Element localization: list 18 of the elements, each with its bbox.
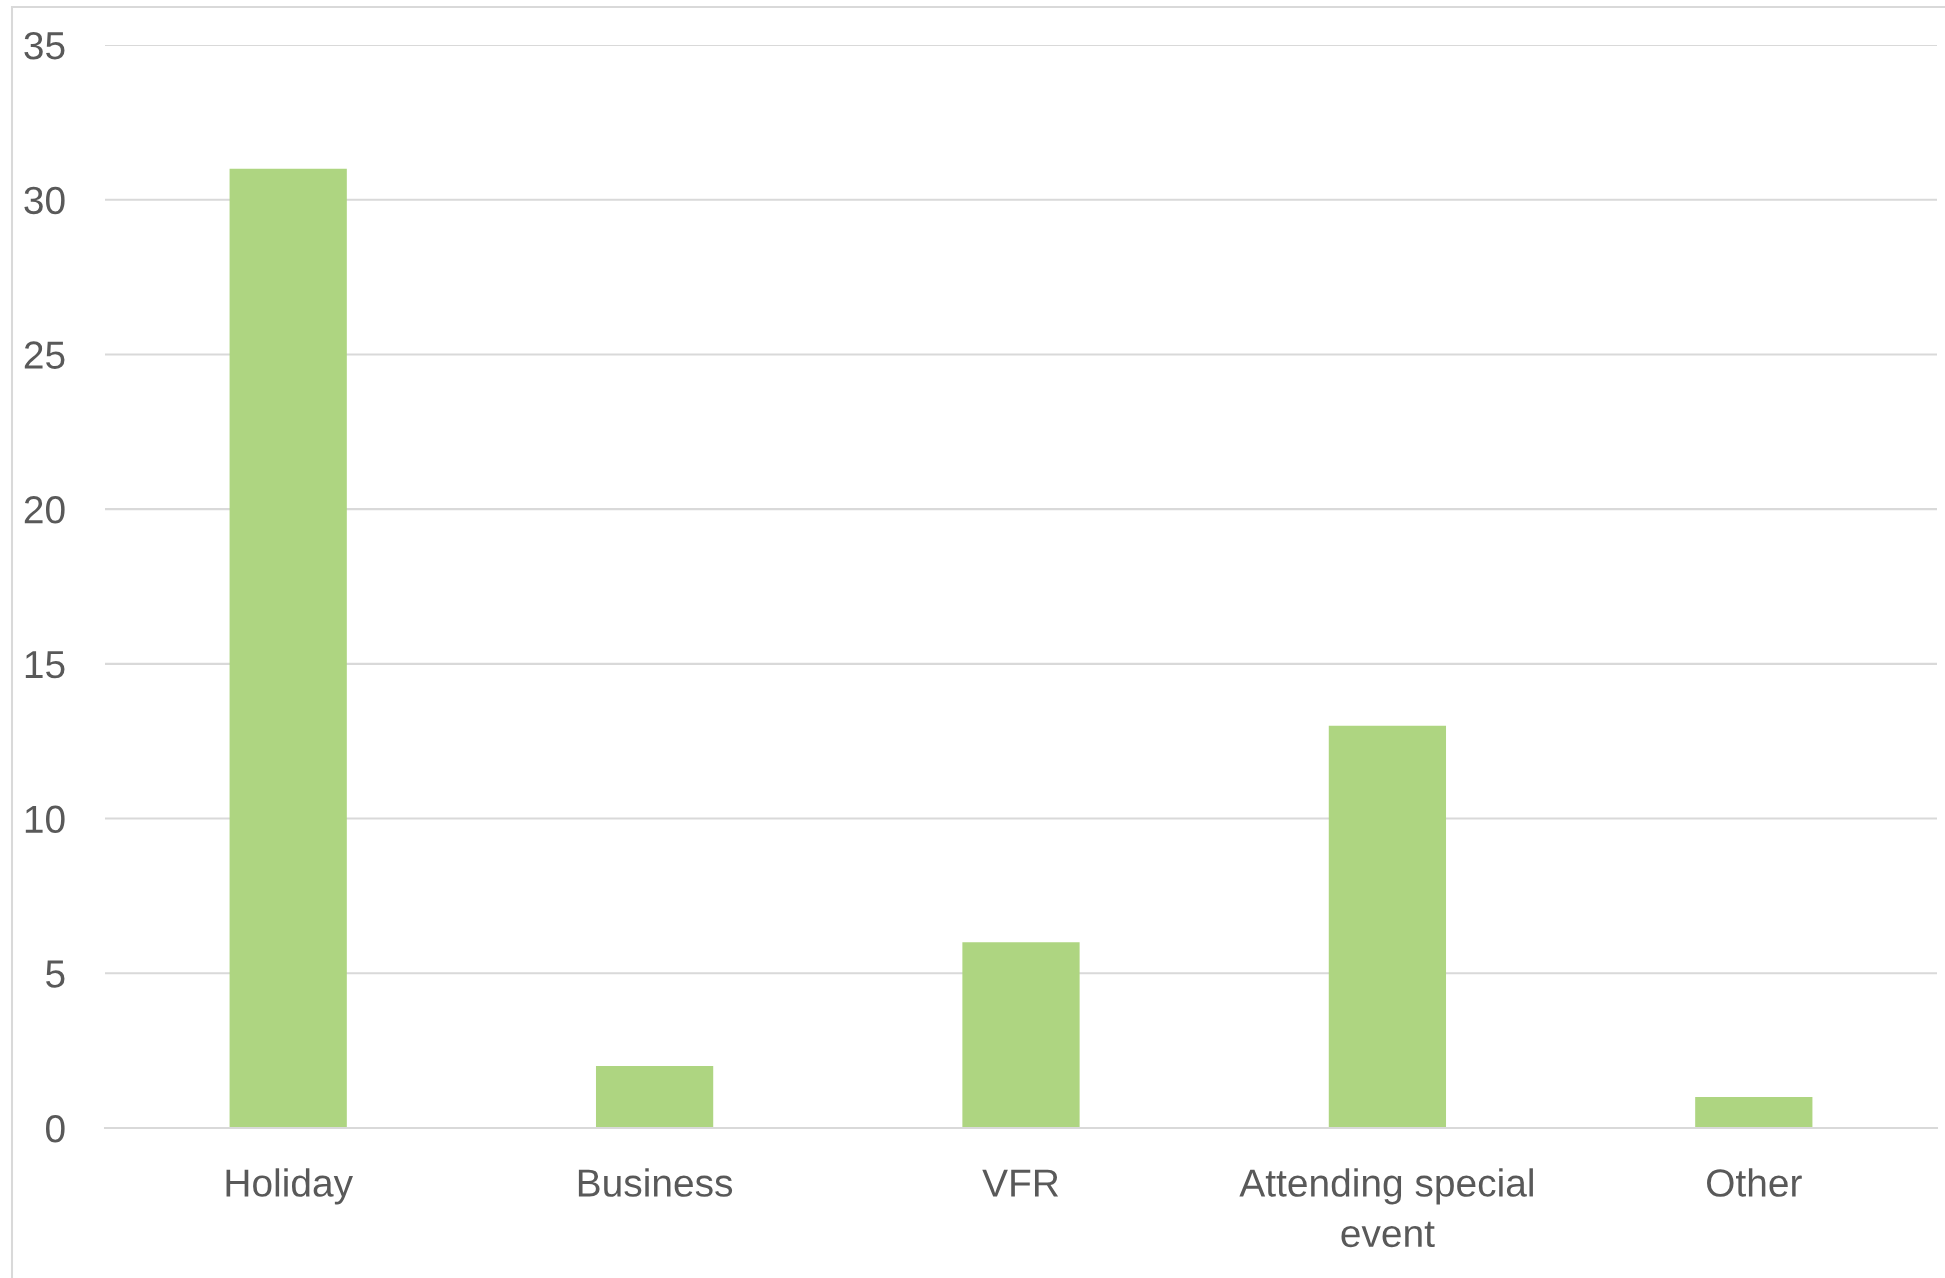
y-tick-label: 25: [24, 341, 65, 369]
y-tick-label: 30: [24, 186, 65, 215]
x-tick-label: VFR: [982, 1169, 1059, 1197]
bar: [962, 942, 1080, 1128]
y-tick-label: 10: [25, 805, 65, 834]
y-tick-label: 15: [25, 651, 65, 679]
y-tick-label: 35: [24, 31, 65, 60]
x-tick-label: Business: [578, 1168, 733, 1197]
bar: [595, 1066, 714, 1128]
x-tick-label: Attending special event: [1239, 1168, 1533, 1248]
bar: [229, 168, 347, 1128]
y-tick-label: 20: [24, 496, 65, 524]
y-tick-label: 0: [46, 1114, 65, 1143]
x-tick-label: Other: [1707, 1168, 1802, 1197]
bar: [1695, 1097, 1813, 1128]
x-tick-label: Holiday: [226, 1168, 353, 1205]
bar: [1328, 725, 1447, 1128]
y-tick-label: 5: [46, 960, 65, 988]
